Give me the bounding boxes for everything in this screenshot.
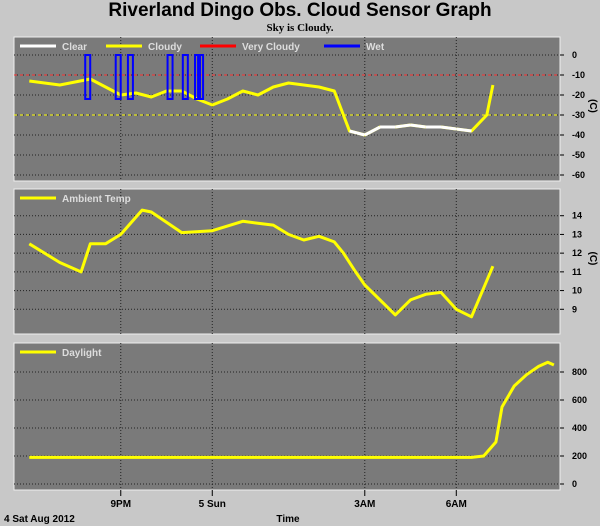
y-tick-label: 10 bbox=[572, 286, 582, 296]
y-tick-label: -50 bbox=[572, 150, 585, 160]
y-tick-label: 600 bbox=[572, 395, 587, 405]
y-tick-label: 12 bbox=[572, 248, 582, 258]
y-tick-label: 14 bbox=[572, 211, 582, 221]
panel-background bbox=[13, 36, 561, 182]
series-line bbox=[28, 208, 495, 319]
x-tick-label: 3AM bbox=[354, 499, 375, 510]
y-tick-label: -20 bbox=[572, 90, 585, 100]
y-axis-label: (C) bbox=[587, 252, 598, 266]
x-tick-label: 6AM bbox=[446, 499, 467, 510]
clear-segment bbox=[410, 123, 426, 129]
panel-2: 9 10 11 12 13 14 (C) Ambient Temp bbox=[13, 188, 598, 335]
y-tick-label: -60 bbox=[572, 170, 585, 180]
wet-spike bbox=[181, 54, 189, 100]
wet-spike bbox=[126, 54, 134, 100]
y-tick-label: 400 bbox=[572, 423, 587, 433]
panel-1: 0 -10 -20 -30 -40 -50 -60 (C) Clear Cloudy Very Cl… bbox=[13, 36, 598, 182]
y-tick-label: 200 bbox=[572, 451, 587, 461]
y-tick-label: 9 bbox=[572, 304, 577, 314]
y-tick-label: -30 bbox=[572, 110, 585, 120]
wet-spike bbox=[166, 54, 174, 100]
series-line bbox=[29, 360, 555, 459]
clear-segment bbox=[349, 129, 366, 137]
legend-label: Daylight bbox=[62, 348, 102, 359]
y-tick-label: -40 bbox=[572, 130, 585, 140]
wet-spike bbox=[197, 54, 205, 100]
legend-label: Wet bbox=[366, 42, 385, 53]
wet-spike bbox=[84, 54, 92, 100]
legend-label: Very Cloudy bbox=[242, 42, 300, 53]
legend-label: Clear bbox=[62, 42, 87, 53]
clear-segment bbox=[364, 125, 381, 137]
y-tick-label: 0 bbox=[572, 50, 577, 60]
panel-background bbox=[13, 188, 561, 335]
clear-segment bbox=[395, 123, 411, 129]
clear-segment bbox=[456, 127, 472, 133]
panel-background bbox=[13, 342, 561, 491]
y-tick-label: 0 bbox=[572, 479, 577, 489]
wet-spike bbox=[114, 54, 122, 100]
sky-status: Sky is Cloudy. bbox=[266, 22, 334, 34]
y-tick-label: 800 bbox=[572, 367, 587, 377]
x-tick-label: 5 Sun bbox=[199, 499, 226, 510]
y-axis-label: (C) bbox=[587, 99, 598, 113]
legend-label: Cloudy bbox=[148, 42, 182, 53]
y-tick-label: 11 bbox=[572, 267, 582, 277]
clear-segment bbox=[440, 125, 457, 131]
y-tick-label: 13 bbox=[572, 229, 582, 239]
x-axis-label: Time bbox=[276, 514, 300, 525]
chart-title: Riverland Dingo Obs. Cloud Sensor Graph bbox=[108, 0, 492, 21]
x-tick-label: 9PM bbox=[110, 499, 131, 510]
y-tick-label: -10 bbox=[572, 70, 585, 80]
panel-3: 0 200 400 600 800 Daylight bbox=[13, 342, 587, 491]
legend-label: Ambient Temp bbox=[62, 194, 131, 205]
date-label: 4 Sat Aug 2012 bbox=[4, 514, 75, 525]
